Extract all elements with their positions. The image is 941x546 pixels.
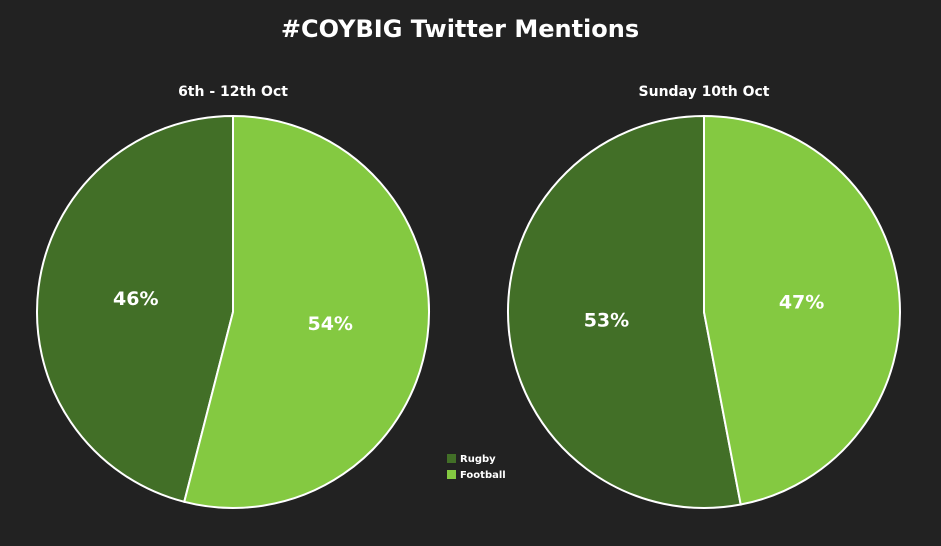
data-label: 47%: [779, 291, 824, 313]
pie-slice: [507, 114, 742, 509]
pie-title: Sunday 10th Oct: [639, 84, 770, 100]
legend-label: Football: [460, 470, 506, 481]
pie-title: 6th - 12th Oct: [178, 84, 288, 100]
pie-slice: [36, 114, 234, 504]
legend-label: Rugby: [460, 454, 496, 465]
chart-title: #COYBIG Twitter Mentions: [281, 15, 639, 43]
pie-slice: [183, 114, 430, 509]
legend-swatch: [447, 454, 456, 463]
data-label: 46%: [113, 288, 158, 310]
pie-slice: [703, 114, 901, 506]
legend-swatch: [447, 470, 456, 479]
data-label: 54%: [307, 313, 352, 335]
data-label: 53%: [584, 310, 629, 332]
